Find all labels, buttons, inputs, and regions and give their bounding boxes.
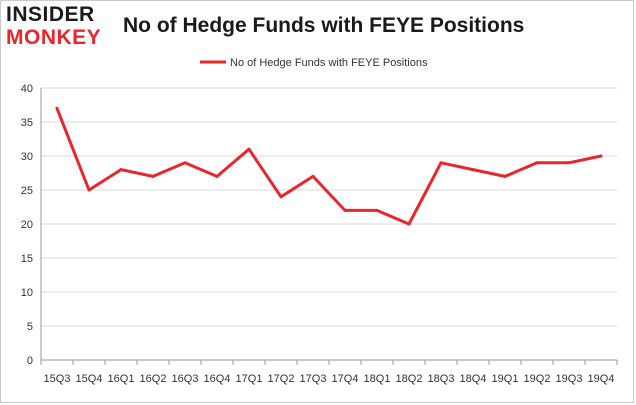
data-point bbox=[247, 147, 251, 151]
data-point bbox=[119, 168, 123, 172]
logo-line-1: INSIDER bbox=[6, 3, 95, 26]
series-line-0 bbox=[55, 106, 603, 226]
x-tick-label: 18Q2 bbox=[396, 373, 423, 385]
x-tick-label: 17Q3 bbox=[300, 373, 327, 385]
data-point bbox=[343, 208, 347, 212]
logo-line-2: MONKEY bbox=[6, 26, 102, 49]
y-tick-label: 40 bbox=[21, 83, 33, 95]
data-point bbox=[599, 154, 603, 158]
data-point bbox=[503, 174, 507, 178]
data-point bbox=[471, 168, 475, 172]
data-point bbox=[535, 161, 539, 165]
x-tick-label: 18Q1 bbox=[364, 373, 391, 385]
x-tick-label: 19Q1 bbox=[492, 373, 519, 385]
data-point bbox=[439, 161, 443, 165]
y-tick-label: 20 bbox=[21, 219, 33, 231]
x-tick-label: 17Q4 bbox=[332, 373, 359, 385]
data-point bbox=[151, 174, 155, 178]
legend: No of Hedge Funds with FEYE Positions bbox=[200, 57, 428, 69]
data-point bbox=[567, 161, 571, 165]
data-point bbox=[407, 222, 411, 226]
y-tick-label: 25 bbox=[21, 185, 33, 197]
x-tick-label: 16Q1 bbox=[108, 373, 135, 385]
x-tick-label: 15Q4 bbox=[76, 373, 103, 385]
data-point bbox=[55, 106, 59, 110]
series-layer bbox=[55, 106, 603, 226]
x-tick-label: 17Q1 bbox=[236, 373, 263, 385]
x-tick-label: 18Q3 bbox=[428, 373, 455, 385]
x-tick-label: 15Q3 bbox=[44, 373, 71, 385]
insider-monkey-logo: INSIDER MONKEY bbox=[6, 4, 118, 52]
data-point bbox=[279, 195, 283, 199]
y-tick-label: 15 bbox=[21, 253, 33, 265]
data-point bbox=[215, 174, 219, 178]
x-tick-label: 18Q4 bbox=[460, 373, 487, 385]
y-tick-label: 30 bbox=[21, 151, 33, 163]
y-tick-label: 35 bbox=[21, 117, 33, 129]
y-tick-label: 0 bbox=[27, 355, 33, 367]
x-tick-label: 19Q4 bbox=[588, 373, 615, 385]
legend-label: No of Hedge Funds with FEYE Positions bbox=[230, 57, 428, 69]
data-point bbox=[87, 188, 91, 192]
y-tick-label: 5 bbox=[27, 321, 33, 333]
x-tick-label: 19Q3 bbox=[556, 373, 583, 385]
y-tick-label: 10 bbox=[21, 287, 33, 299]
x-tick-label: 16Q4 bbox=[204, 373, 231, 385]
data-point bbox=[183, 161, 187, 165]
chart-title: No of Hedge Funds with FEYE Positions bbox=[123, 14, 525, 37]
data-point bbox=[375, 208, 379, 212]
x-tick-label: 16Q2 bbox=[140, 373, 167, 385]
data-point bbox=[311, 174, 315, 178]
x-axis-ticks: 15Q3 15Q4 16Q1 16Q2 16Q3 16Q4 17Q1 17Q2 17Q3 17Q4… bbox=[40, 360, 618, 385]
x-tick-label: 17Q2 bbox=[268, 373, 295, 385]
x-tick-label: 19Q2 bbox=[524, 373, 551, 385]
y-axis-ticks: 0 5 10 15 20 25 30 35 40 bbox=[21, 83, 33, 367]
grid-lines bbox=[40, 87, 617, 361]
x-tick-label: 16Q3 bbox=[172, 373, 199, 385]
